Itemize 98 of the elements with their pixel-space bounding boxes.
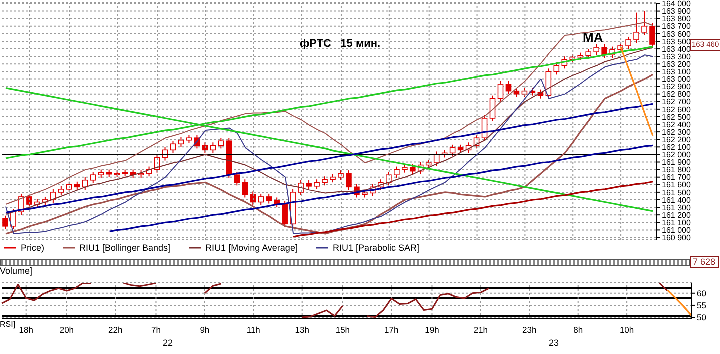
candlestick — [210, 142, 216, 154]
candlestick — [338, 170, 344, 181]
y-tick-label: 161 600 — [662, 180, 692, 190]
candlestick — [490, 95, 496, 122]
legend-label: RIU1 [Bollinger Bands] — [80, 243, 171, 253]
y-tick-label: 162 700 — [662, 98, 692, 107]
candlestick — [346, 170, 352, 191]
y-tick-label: 161 700 — [662, 173, 692, 182]
candlestick — [66, 181, 72, 193]
y-tick-label: 163 800 — [662, 14, 692, 24]
candlestick — [498, 80, 504, 102]
x-tick-label: 20h — [60, 325, 74, 336]
y-tick-label: 55 — [697, 300, 707, 310]
x-tick-label: 23h — [522, 325, 538, 336]
candlestick — [266, 193, 272, 204]
candlestick — [170, 140, 176, 154]
line-series — [292, 181, 654, 238]
candlestick — [650, 22, 656, 48]
x-tick-label: 21h — [474, 325, 488, 336]
y-tick-label: 161 800 — [662, 166, 692, 175]
y-tick-label: 162 000 — [662, 150, 692, 160]
y-tick-label: 50 — [697, 312, 707, 323]
candlestick — [82, 176, 88, 191]
candlestick — [322, 176, 328, 186]
text: RSI] — [0, 320, 16, 329]
candlestick — [306, 180, 312, 190]
candlestick — [178, 136, 184, 148]
candlestick — [642, 10, 648, 36]
x-tick-label: 22h — [108, 325, 124, 336]
y-tick-label: 161 100 — [662, 218, 692, 228]
candlestick — [450, 144, 456, 157]
x-tick-label: 9h — [200, 325, 210, 336]
legend-label: RIU1 [Parabolic SAR] — [332, 243, 420, 253]
candlestick — [58, 186, 64, 196]
line-series — [666, 289, 693, 317]
x-tick-label: 15h — [336, 325, 350, 336]
y-tick-label: 163 000 — [662, 75, 692, 84]
y-tick-label: 162 300 — [662, 128, 692, 137]
y-tick-label: 161 900 — [662, 158, 692, 168]
y-tick-label: 162 100 — [662, 143, 692, 152]
y-tick-label: 163 600 — [662, 30, 692, 39]
y-tick-label: 162 500 — [662, 112, 692, 122]
candlestick — [594, 44, 600, 56]
candlestick — [218, 138, 224, 150]
x-tick-label: 8h — [574, 325, 584, 336]
x-tick-label: 19h — [425, 325, 440, 336]
candlestick — [314, 179, 320, 190]
y-tick-label: 160 900 — [662, 234, 692, 243]
candlestick — [586, 48, 592, 60]
y-tick-label: 162 600 — [662, 105, 692, 114]
y-tick-label: 161 200 — [662, 210, 692, 220]
y-tick-label: 162 400 — [662, 120, 692, 130]
y-tick-label: 163 900 — [662, 7, 692, 16]
x-tick-label: 13h — [295, 325, 310, 336]
y-tick-label: 164 000 — [662, 0, 692, 9]
y-tick-label: 162 900 — [662, 82, 692, 92]
candlestick — [234, 172, 240, 186]
candlestick — [410, 164, 416, 175]
y-tick-label: 163 100 — [662, 68, 692, 77]
y-tick-label: 161 300 — [662, 203, 692, 212]
candlestick — [10, 208, 16, 230]
y-tick-label: 163 700 — [662, 22, 692, 32]
text: фРТС 15 мин. — [300, 38, 381, 50]
text: Volume] — [0, 266, 33, 276]
candlestick — [554, 62, 560, 76]
candlestick — [258, 193, 264, 206]
candlestick — [634, 12, 640, 44]
x-tick-label: 7h — [152, 325, 162, 336]
candlestick — [506, 80, 512, 95]
x-tick-label: 11h — [246, 325, 261, 336]
y-tick-label: 161 500 — [662, 188, 692, 198]
candlestick — [90, 172, 96, 184]
legend-label: RIU1 [Moving Average] — [206, 243, 298, 253]
annotation: MA — [583, 30, 604, 45]
legend-label: Price) — [21, 243, 45, 253]
y-tick-label: 163 200 — [662, 60, 692, 69]
x-tick-label: 10h — [620, 325, 634, 336]
y-tick-label: 162 200 — [662, 135, 692, 144]
line-series — [109, 144, 654, 232]
text: 23 — [549, 338, 560, 348]
x-tick-label: 17h — [384, 325, 400, 336]
candlestick — [242, 179, 248, 198]
y-tick-label: 60 — [697, 288, 707, 298]
candlestick — [394, 166, 400, 179]
candlestick — [626, 36, 632, 50]
text: 22 — [163, 338, 174, 348]
y-tick-label: 163 300 — [662, 52, 692, 62]
x-tick-label: 18h — [19, 325, 34, 336]
candlestick — [602, 44, 608, 59]
y-tick-label: 162 800 — [662, 90, 692, 100]
candlestick — [50, 188, 56, 204]
y-tick-label: 161 000 — [662, 226, 692, 236]
candlestick — [282, 201, 288, 228]
candlestick — [2, 215, 8, 230]
candlestick — [26, 193, 32, 208]
y-tick-label: 161 400 — [662, 196, 692, 205]
candlestick — [386, 172, 392, 186]
text: 7 628 — [690, 256, 719, 268]
